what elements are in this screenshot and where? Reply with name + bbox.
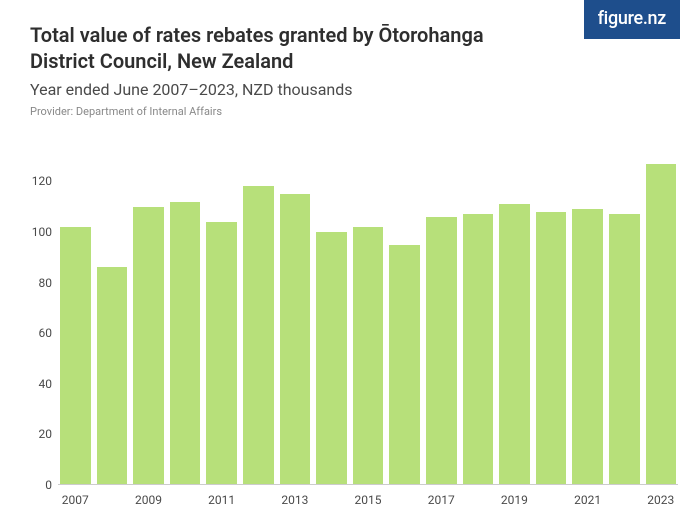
bar <box>243 186 274 485</box>
x-tick-label: 2009 <box>133 493 164 507</box>
y-tick-label: 0 <box>22 478 52 492</box>
bar <box>206 222 237 485</box>
x-tick-label: . <box>463 493 494 507</box>
x-tick-label: . <box>170 493 201 507</box>
y-axis: 020406080100120 <box>22 156 52 485</box>
x-axis-baseline <box>58 484 678 485</box>
bar <box>426 217 457 485</box>
x-tick-label: . <box>97 493 128 507</box>
x-tick-label: . <box>316 493 347 507</box>
bar <box>536 212 567 485</box>
bar <box>646 164 677 485</box>
x-tick-label: 2013 <box>280 493 311 507</box>
x-tick-label: 2017 <box>426 493 457 507</box>
chart-subtitle: Year ended June 2007–2023, NZD thousands <box>30 80 670 99</box>
x-axis: 2007. 2009. 2011. 2013. 2015. 2017. 2019. 2021.… <box>58 493 678 507</box>
y-tick-label: 100 <box>22 225 52 239</box>
x-tick-label: . <box>389 493 420 507</box>
bar <box>170 202 201 485</box>
x-tick-label: . <box>536 493 567 507</box>
bar <box>389 245 420 485</box>
bar <box>316 232 347 485</box>
x-tick-label: 2011 <box>206 493 237 507</box>
x-tick-label: . <box>243 493 274 507</box>
bar <box>572 209 603 485</box>
bar <box>97 267 128 485</box>
bar <box>60 227 91 485</box>
logo-text: figure.nz <box>598 8 666 29</box>
bar <box>499 204 530 485</box>
y-tick-label: 120 <box>22 174 52 188</box>
y-tick-label: 60 <box>22 326 52 340</box>
x-tick-label: . <box>609 493 640 507</box>
plot-area <box>58 156 678 485</box>
chart-title: Total value of rates rebates granted by … <box>30 22 530 74</box>
x-tick-label: 2007 <box>60 493 91 507</box>
y-tick-label: 40 <box>22 377 52 391</box>
bar <box>133 207 164 485</box>
bar <box>353 227 384 485</box>
chart-provider: Provider: Department of Internal Affairs <box>30 105 670 118</box>
x-tick-label: 2015 <box>353 493 384 507</box>
figure-nz-logo: figure.nz <box>584 0 680 39</box>
bar <box>280 194 311 485</box>
bar <box>463 214 494 485</box>
y-tick-label: 20 <box>22 427 52 441</box>
x-tick-label: 2019 <box>499 493 530 507</box>
y-tick-label: 80 <box>22 276 52 290</box>
chart-area: 020406080100120 2007.2009.2011.2013.2015… <box>58 156 678 485</box>
x-tick-label: 2023 <box>646 493 677 507</box>
bar <box>609 214 640 485</box>
bars-container <box>58 156 678 485</box>
x-tick-label: 2021 <box>572 493 603 507</box>
